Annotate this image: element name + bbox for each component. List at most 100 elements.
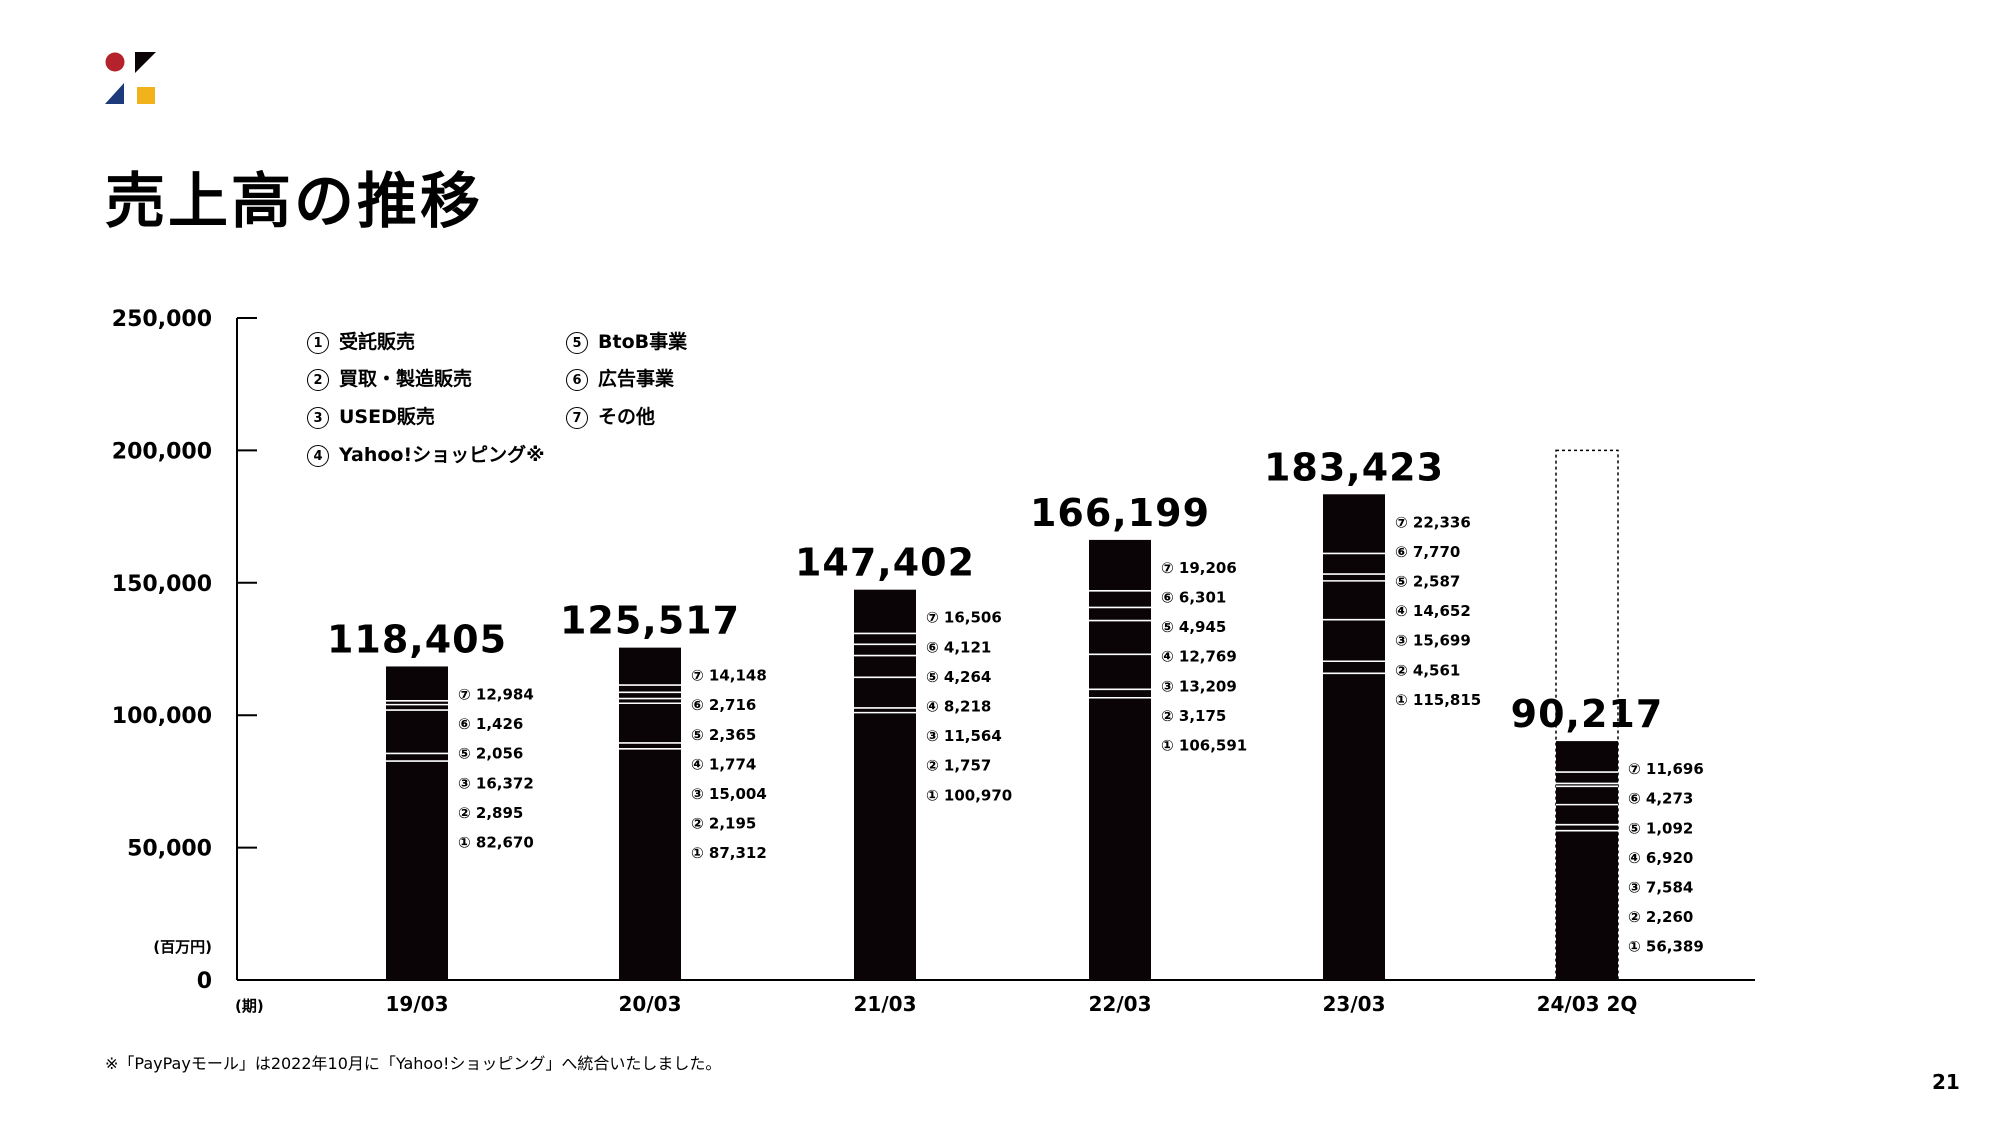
legend-label: BtoB事業 bbox=[598, 331, 688, 353]
segment-value-label: ② 4,561 bbox=[1395, 661, 1460, 679]
legend-number-marker: 5 bbox=[566, 331, 588, 354]
segment-value-label: ③ 15,004 bbox=[691, 785, 767, 803]
segment-value-label: ① 100,970 bbox=[926, 786, 1012, 804]
segment-value-label: ② 2,260 bbox=[1628, 908, 1693, 926]
footnote: ※「PayPayモール」は2022年10月に「Yahoo!ショッピング」へ統合い… bbox=[105, 1054, 722, 1073]
legend-number-marker: 6 bbox=[566, 368, 588, 391]
segment-value-label: ⑤ 2,056 bbox=[458, 745, 523, 763]
y-tick-label: 200,000 bbox=[112, 439, 212, 464]
segment-value-label: ③ 7,584 bbox=[1628, 879, 1693, 897]
segment-value-label: ③ 16,372 bbox=[458, 774, 534, 792]
page-number: 21 bbox=[1932, 1070, 1960, 1094]
chart-bars bbox=[386, 449, 1619, 981]
segment-value-label: ⑤ 2,587 bbox=[1395, 572, 1460, 590]
segment-value-label: ② 3,175 bbox=[1161, 707, 1226, 725]
bar-total-label: 90,217 bbox=[1511, 692, 1664, 736]
x-tick-label: 23/03 bbox=[1323, 992, 1386, 1016]
legend-number-marker: 7 bbox=[566, 406, 588, 429]
x-unit-label: (期) bbox=[235, 997, 264, 1015]
legend-number-marker: 4 bbox=[307, 444, 329, 467]
x-tick-label: 24/03 2Q bbox=[1537, 992, 1638, 1016]
segment-value-label: ② 1,757 bbox=[926, 757, 991, 775]
bar bbox=[619, 647, 681, 980]
bar-total-label: 147,402 bbox=[795, 541, 975, 585]
logo-yellow-square bbox=[137, 87, 155, 104]
bar bbox=[386, 666, 448, 980]
segment-value-label: ⑤ 1,092 bbox=[1628, 819, 1693, 837]
segment-value-label: ⑥ 7,770 bbox=[1395, 543, 1460, 561]
legend-item: 4 Yahoo!ショッピング※ bbox=[307, 440, 545, 467]
bar bbox=[1323, 494, 1385, 980]
segment-value-label: ④ 8,218 bbox=[926, 697, 991, 715]
segment-value-label: ③ 11,564 bbox=[926, 727, 1002, 745]
segment-value-label: ⑤ 4,945 bbox=[1161, 618, 1226, 636]
legend-label: USED販売 bbox=[339, 406, 435, 428]
y-unit-label: (百万円) bbox=[153, 938, 212, 956]
projection-outline bbox=[1555, 449, 1619, 981]
legend-number-marker: 1 bbox=[307, 331, 329, 354]
segment-value-label: ④ 6,920 bbox=[1628, 849, 1693, 867]
chart-labels: 118,405 ⑦ 12,984 ⑥ 1,426 ⑤ 2,056 ③ 16,372 ② 2… bbox=[327, 445, 1704, 955]
segment-value-label: ⑦ 11,696 bbox=[1628, 760, 1704, 778]
legend-label: 広告事業 bbox=[598, 368, 675, 390]
segment-value-label: ⑦ 19,206 bbox=[1161, 559, 1237, 577]
legend-label: その他 bbox=[598, 406, 656, 428]
legend-item: 5 BtoB事業 bbox=[566, 327, 687, 354]
segment-value-label: ② 2,895 bbox=[458, 804, 523, 822]
legend-number-marker: 3 bbox=[307, 406, 329, 429]
logo-red-circle bbox=[105, 52, 125, 72]
segment-value-label: ⑤ 4,264 bbox=[926, 668, 991, 686]
segment-value-label: ① 87,312 bbox=[691, 844, 767, 862]
legend-item: 6 広告事業 bbox=[566, 364, 674, 391]
segment-value-label: ② 2,195 bbox=[691, 815, 756, 833]
legend-label: 買取・製造販売 bbox=[339, 368, 473, 390]
segment-value-label: ⑦ 16,506 bbox=[926, 609, 1002, 627]
segment-value-label: ⑤ 2,365 bbox=[691, 726, 756, 744]
legend-item: 7 その他 bbox=[566, 402, 655, 429]
segment-value-label: ⑥ 4,121 bbox=[926, 638, 991, 656]
segment-value-label: ① 115,815 bbox=[1395, 691, 1481, 709]
bar bbox=[1089, 539, 1151, 980]
segment-value-label: ③ 13,209 bbox=[1161, 677, 1237, 695]
segment-value-label: ③ 15,699 bbox=[1395, 632, 1471, 650]
segment-value-label: ④ 14,652 bbox=[1395, 602, 1471, 620]
company-logo bbox=[105, 52, 156, 104]
segment-value-label: ⑦ 22,336 bbox=[1395, 513, 1471, 531]
bar bbox=[854, 589, 916, 980]
segment-value-label: ① 106,591 bbox=[1161, 737, 1247, 755]
legend-item: 2 買取・製造販売 bbox=[307, 364, 472, 391]
segment-value-label: ⑥ 6,301 bbox=[1161, 589, 1226, 607]
x-tick-label: 22/03 bbox=[1089, 992, 1152, 1016]
logo-black-triangle bbox=[135, 52, 156, 73]
x-tick-label: 19/03 bbox=[386, 992, 449, 1016]
bar-total-label: 118,405 bbox=[327, 617, 507, 661]
legend-label: Yahoo!ショッピング※ bbox=[339, 444, 545, 466]
segment-value-label: ④ 1,774 bbox=[691, 755, 756, 773]
y-tick-label: 150,000 bbox=[112, 572, 212, 597]
x-tick-label: 20/03 bbox=[619, 992, 682, 1016]
segment-value-label: ① 56,389 bbox=[1628, 938, 1704, 956]
segment-value-label: ⑥ 1,426 bbox=[458, 715, 523, 733]
legend-item: 1 受託販売 bbox=[307, 327, 415, 354]
segment-value-label: ① 82,670 bbox=[458, 833, 534, 851]
legend-number-marker: 2 bbox=[307, 368, 329, 391]
bar-total-label: 166,199 bbox=[1030, 491, 1210, 535]
chart-axes: 0 50,000 100,000 150,000 200,000 250,000 (百万円)… bbox=[112, 307, 1755, 1016]
page-title: 売上高の推移 bbox=[105, 167, 483, 237]
x-tick-label: 21/03 bbox=[854, 992, 917, 1016]
segment-value-label: ⑦ 14,148 bbox=[691, 667, 767, 685]
y-tick-label: 50,000 bbox=[127, 837, 212, 862]
y-tick-label: 100,000 bbox=[112, 704, 212, 729]
bar-total-label: 183,423 bbox=[1264, 445, 1444, 489]
y-tick-label: 250,000 bbox=[112, 307, 212, 332]
segment-value-label: ④ 12,769 bbox=[1161, 648, 1237, 666]
segment-value-label: ⑦ 12,984 bbox=[458, 685, 534, 703]
legend-label: 受託販売 bbox=[339, 331, 416, 353]
legend-item: 3 USED販売 bbox=[307, 402, 435, 429]
segment-value-label: ⑥ 4,273 bbox=[1628, 790, 1693, 808]
segment-value-label: ⑥ 2,716 bbox=[691, 696, 756, 714]
bar bbox=[1556, 741, 1618, 980]
bar-total-label: 125,517 bbox=[560, 599, 740, 643]
logo-navy-triangle bbox=[105, 83, 124, 104]
